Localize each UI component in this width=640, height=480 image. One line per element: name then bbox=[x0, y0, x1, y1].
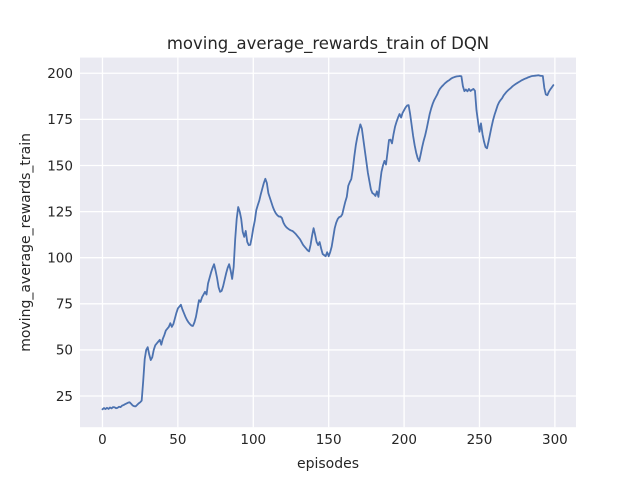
y-tick-label: 175 bbox=[47, 112, 73, 128]
x-tick-label: 100 bbox=[240, 432, 266, 448]
y-tick-label: 100 bbox=[47, 251, 73, 267]
y-tick-label: 200 bbox=[47, 66, 73, 82]
x-tick-label: 300 bbox=[542, 432, 568, 448]
y-axis-label: moving_average_rewards_train bbox=[18, 133, 34, 352]
y-tick-label: 50 bbox=[56, 343, 73, 359]
x-tick-label: 0 bbox=[98, 432, 107, 448]
y-tick-label: 125 bbox=[47, 204, 73, 220]
reward-moving-average-line bbox=[101, 74, 555, 411]
x-axis-label: episodes bbox=[297, 456, 359, 472]
y-tick-label: 75 bbox=[56, 297, 73, 313]
y-tick-label: 25 bbox=[56, 389, 73, 405]
x-tick-label: 150 bbox=[316, 432, 342, 448]
x-tick-label: 250 bbox=[467, 432, 493, 448]
y-tick-label: 150 bbox=[47, 158, 73, 174]
x-tick-label: 50 bbox=[169, 432, 186, 448]
x-tick-label: 200 bbox=[391, 432, 417, 448]
chart-title: moving_average_rewards_train of DQN bbox=[167, 34, 489, 54]
plot-area bbox=[80, 57, 576, 428]
